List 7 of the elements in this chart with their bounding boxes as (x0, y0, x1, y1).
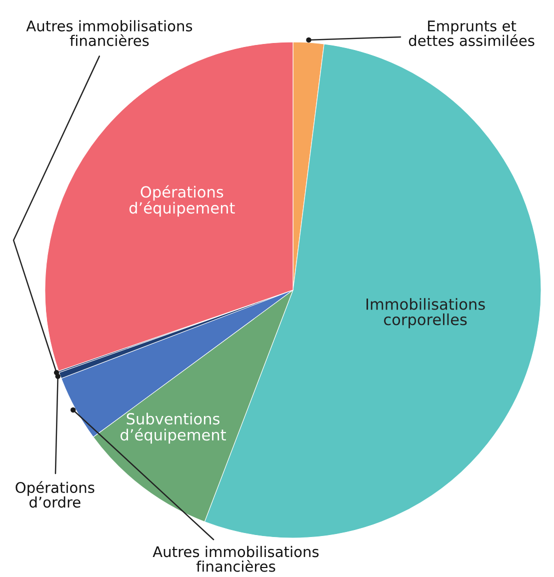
slice-label: Autres immobilisations financières (26, 20, 192, 46)
slice-label: Opérations d’ordre (16, 481, 94, 508)
slice-label: Emprunts et dettes assimilées (408, 20, 534, 46)
slice-label: Immobilisations corporelles (366, 298, 485, 328)
slice-label: Autres immobilisations financières (152, 546, 319, 572)
slice-label: Subventions d’équipement (120, 412, 226, 444)
slice-label: Opérations d’équipement (129, 185, 235, 217)
